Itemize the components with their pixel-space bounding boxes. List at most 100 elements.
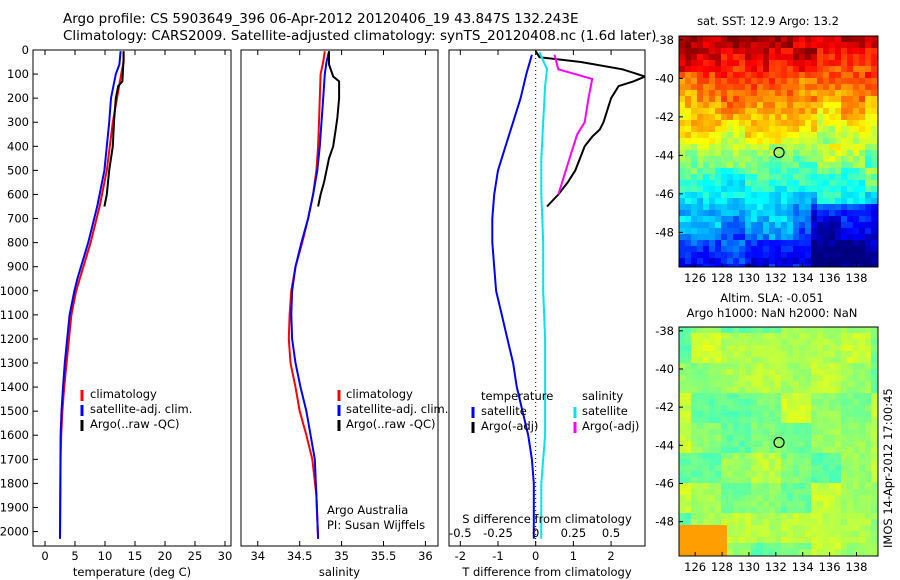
sla-heatmap-cell: [805, 531, 811, 537]
sla-heatmap-cell: [763, 489, 769, 495]
sla-heatmap-cell: [697, 477, 703, 483]
sst-heatmap-cell: [835, 36, 841, 42]
sla-heatmap-cell: [811, 549, 817, 555]
sst-heatmap-cell: [769, 186, 775, 192]
sst-heatmap-cell: [805, 186, 811, 192]
sla-heatmap-cell: [709, 531, 715, 537]
sla-heatmap-cell: [679, 387, 685, 393]
sst-heatmap-cell: [739, 234, 745, 240]
sst-heatmap-cell: [793, 168, 799, 174]
sla-heatmap-cell: [835, 507, 841, 513]
sst-heatmap-cell: [847, 132, 853, 138]
sla-heatmap-cell: [871, 495, 877, 501]
sst-heatmap-cell: [739, 126, 745, 132]
sst-heatmap-cell: [757, 162, 763, 168]
sst-heatmap-cell: [727, 66, 733, 72]
sla-heatmap-cell: [847, 387, 853, 393]
sst-heatmap-cell: [811, 162, 817, 168]
sla-heatmap-cell: [829, 435, 835, 441]
sla-heatmap-cell: [799, 543, 805, 549]
sst-heatmap-cell: [787, 60, 793, 66]
sla-heatmap-cell: [787, 501, 793, 507]
sst-heatmap-cell: [865, 246, 871, 252]
sla-heatmap-cell: [769, 405, 775, 411]
sst-heatmap-cell: [865, 144, 871, 150]
sla-heatmap-cell: [871, 333, 877, 339]
sst-heatmap-cell: [697, 198, 703, 204]
sst-heatmap-cell: [793, 240, 799, 246]
sla-heatmap-cell: [835, 363, 841, 369]
sst-heatmap-cell: [739, 180, 745, 186]
sst-heatmap-cell: [691, 228, 697, 234]
sla-heatmap-cell: [823, 489, 829, 495]
sst-heatmap-cell: [781, 42, 787, 48]
sst-ytick-label: -40: [655, 71, 674, 85]
sst-heatmap-cell: [811, 72, 817, 78]
sst-heatmap-cell: [721, 126, 727, 132]
sst-heatmap-cell: [799, 120, 805, 126]
sla-heatmap-cell: [787, 489, 793, 495]
sst-heatmap-cell: [817, 180, 823, 186]
sst-heatmap-cell: [733, 246, 739, 252]
sla-heatmap-cell: [733, 339, 739, 345]
sla-heatmap-cell: [769, 363, 775, 369]
sla-heatmap-cell: [805, 387, 811, 393]
sst-heatmap-cell: [847, 252, 853, 258]
sst-heatmap-cell: [775, 198, 781, 204]
sla-heatmap-cell: [685, 393, 691, 399]
sla-heatmap-cell: [733, 411, 739, 417]
sla-heatmap-cell: [805, 351, 811, 357]
sst-heatmap-cell: [685, 264, 691, 267]
sst-heatmap-cell: [709, 90, 715, 96]
sla-heatmap-cell: [847, 459, 853, 465]
sst-heatmap-cell: [715, 96, 721, 102]
sla-heatmap-cell: [709, 483, 715, 489]
sla-heatmap-cell: [811, 483, 817, 489]
sla-heatmap-cell: [727, 393, 733, 399]
sla-heatmap-cell: [841, 405, 847, 411]
sst-heatmap-cell: [829, 132, 835, 138]
sla-heatmap-cell: [685, 327, 691, 333]
sla-heatmap-cell: [811, 423, 817, 429]
sst-heatmap-cell: [841, 216, 847, 222]
sla-heatmap-cell: [709, 381, 715, 387]
sst-heatmap-cell: [787, 42, 793, 48]
sst-heatmap-cell: [703, 234, 709, 240]
sla-heatmap-cell: [841, 465, 847, 471]
sst-heatmap-cell: [757, 204, 763, 210]
sla-heatmap-cell: [829, 333, 835, 339]
sst-heatmap-cell: [835, 192, 841, 198]
sst-heatmap-cell: [817, 150, 823, 156]
sst-heatmap-cell: [703, 198, 709, 204]
sla-heatmap-cell: [739, 387, 745, 393]
sla-heatmap-cell: [721, 453, 727, 459]
sla-map-title: Altim. SLA: -0.051: [720, 291, 824, 305]
sst-heatmap-cell: [733, 114, 739, 120]
sla-heatmap-cell: [799, 453, 805, 459]
sst-heatmap-cell: [811, 138, 817, 144]
sst-heatmap-cell: [715, 222, 721, 228]
sst-heatmap-cell: [853, 198, 859, 204]
sla-heatmap-cell: [769, 399, 775, 405]
sst-heatmap-cell: [799, 228, 805, 234]
sst-heatmap-cell: [775, 102, 781, 108]
temp-xtick-label: 5: [71, 549, 78, 563]
sst-heatmap-cell: [715, 258, 721, 264]
sst-heatmap-cell: [691, 108, 697, 114]
sst-heatmap-cell: [847, 36, 853, 42]
sla-heatmap-cell: [847, 375, 853, 381]
sla-heatmap-cell: [679, 465, 685, 471]
sst-heatmap-cell: [769, 102, 775, 108]
sst-heatmap-cell: [685, 114, 691, 120]
sla-heatmap-cell: [817, 513, 823, 519]
sla-heatmap-cell: [691, 453, 697, 459]
sst-heatmap-cell: [865, 204, 871, 210]
sst-heatmap-cell: [817, 102, 823, 108]
sst-heatmap-cell: [733, 174, 739, 180]
sst-heatmap-cell: [685, 144, 691, 150]
sst-heatmap-cell: [853, 186, 859, 192]
sla-heatmap-cell: [745, 447, 751, 453]
sst-heatmap-cell: [757, 228, 763, 234]
sla-heatmap-cell: [775, 537, 781, 543]
sla-heatmap-cell: [793, 471, 799, 477]
